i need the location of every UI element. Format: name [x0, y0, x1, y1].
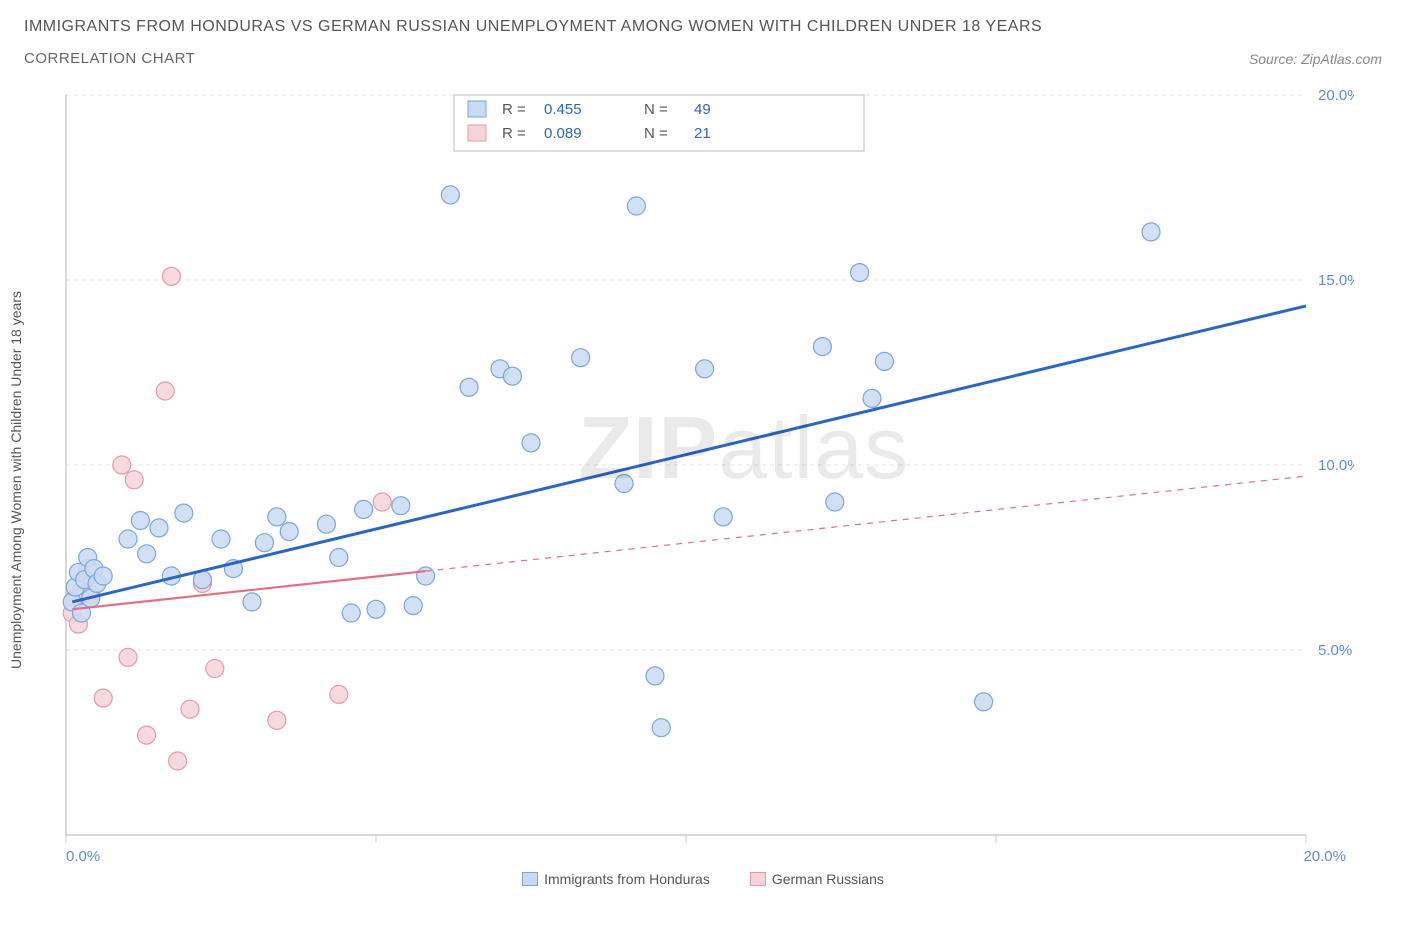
svg-text:10.0%: 10.0%	[1318, 457, 1354, 474]
y-axis-label: Unemployment Among Women with Children U…	[8, 291, 24, 669]
chart-subtitle: CORRELATION CHART	[24, 50, 1042, 67]
source-credit: Source: ZipAtlas.com	[1249, 51, 1382, 67]
svg-text:21: 21	[694, 125, 711, 142]
title-block: IMMIGRANTS FROM HONDURAS VS GERMAN RUSSI…	[24, 18, 1042, 67]
chart-title: IMMIGRANTS FROM HONDURAS VS GERMAN RUSSI…	[24, 18, 1042, 36]
svg-text:20.0%: 20.0%	[1303, 848, 1346, 865]
svg-text:N =: N =	[644, 125, 668, 142]
svg-text:0.455: 0.455	[544, 101, 582, 118]
svg-text:0.0%: 0.0%	[66, 848, 100, 865]
svg-text:R =: R =	[502, 101, 526, 118]
source-prefix: Source:	[1249, 51, 1301, 67]
svg-text:15.0%: 15.0%	[1318, 272, 1354, 289]
chart-header: IMMIGRANTS FROM HONDURAS VS GERMAN RUSSI…	[24, 18, 1382, 67]
chart-area: Unemployment Among Women with Children U…	[24, 85, 1382, 875]
svg-text:0.089: 0.089	[544, 125, 582, 142]
svg-text:20.0%: 20.0%	[1318, 87, 1354, 104]
svg-text:N =: N =	[644, 101, 668, 118]
svg-text:R =: R =	[502, 125, 526, 142]
svg-text:5.0%: 5.0%	[1318, 642, 1352, 659]
source-site: ZipAtlas.com	[1301, 51, 1382, 67]
scatter-chart: 5.0% 10.0% 15.0% 20.0% 0.0% 20.0% R = 0.455 N = 4…	[24, 85, 1354, 875]
svg-text:49: 49	[694, 101, 711, 118]
